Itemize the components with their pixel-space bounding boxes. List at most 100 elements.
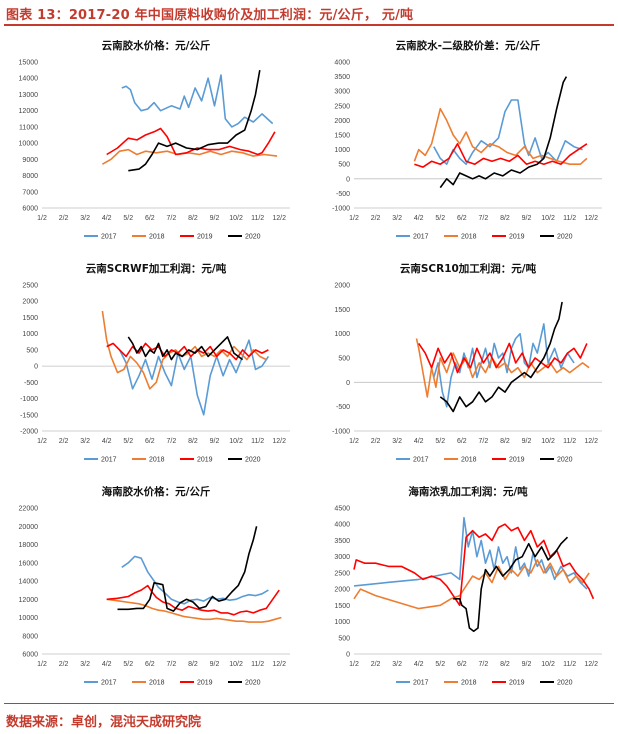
source-note: 数据来源：卓创，混沌天成研究院: [6, 715, 202, 730]
chart-hainan-latex-price: 海南胶水价格：元/公斤 6000 8000 10000 12000 14000 16000 1…: [19, 485, 290, 687]
x-tick-label: 8/2: [188, 215, 198, 222]
y-tick-label: 22000: [19, 506, 39, 513]
x-tick-label: 6/2: [457, 438, 467, 445]
x-tick-label: 12/2: [584, 661, 598, 668]
series-line-2018: [106, 598, 282, 623]
x-tick-label: 3/2: [392, 215, 402, 222]
x-tick-label: 8/2: [188, 661, 198, 668]
x-tick-label: 11/2: [563, 215, 576, 222]
y-tick-label: 3500: [334, 74, 350, 81]
x-tick-label: 7/2: [167, 438, 177, 445]
x-tick-label: 6/2: [145, 661, 155, 668]
x-tick-label: 2/2: [59, 661, 69, 668]
series-line-2018: [353, 559, 590, 610]
y-tick-label: 14000: [19, 579, 39, 586]
y-tick-label: 3000: [334, 89, 350, 96]
y-tick-label: -1000: [332, 206, 350, 213]
x-tick-label: 12/2: [272, 438, 286, 445]
x-tick-label: 2/2: [59, 215, 69, 222]
series-line-2020: [128, 69, 261, 172]
legend-label-2017: 2017: [101, 680, 117, 687]
y-tick-label: 2500: [334, 570, 350, 577]
x-tick-label: 5/2: [435, 438, 445, 445]
y-tick-label: -500: [24, 380, 38, 387]
x-tick-label: 10/2: [229, 661, 243, 668]
y-tick-label: 18000: [19, 542, 39, 549]
y-tick-label: 1000: [334, 147, 350, 154]
series-line-2019: [106, 584, 280, 616]
chart-panel-yunnan-latex-price: 云南胶水价格：元/公斤 6000 7000 8000 9000 10000 11000 120…: [6, 34, 296, 256]
x-tick-label: 4/2: [414, 661, 424, 668]
x-tick-label: 5/2: [123, 438, 133, 445]
x-tick-label: 9/2: [210, 438, 220, 445]
x-tick-label: 4/2: [102, 438, 112, 445]
x-tick-label: 11/2: [563, 438, 576, 445]
x-tick-label: 12/2: [272, 661, 286, 668]
x-tick-label: 2/2: [371, 438, 381, 445]
x-tick-label: 8/2: [500, 215, 510, 222]
y-tick-label: -2000: [20, 429, 38, 436]
y-tick-label: 500: [338, 162, 350, 169]
y-tick-label: 16000: [19, 560, 39, 567]
y-tick-label: 20000: [19, 524, 39, 531]
series-line-2017: [118, 339, 270, 416]
y-tick-label: 0: [346, 380, 350, 387]
x-tick-label: 5/2: [435, 661, 445, 668]
series-line-2019: [353, 523, 595, 607]
figure-title: 图表 13：2017-20 年中国原料收购价及加工利润：元/公斤， 元/吨: [6, 8, 414, 23]
x-tick-label: 3/2: [80, 661, 90, 668]
x-tick-label: 8/2: [500, 438, 510, 445]
y-tick-label: 10000: [19, 141, 39, 148]
y-tick-label: -500: [336, 191, 350, 198]
x-tick-label: 6/2: [145, 215, 155, 222]
x-tick-label: 7/2: [479, 661, 489, 668]
chart-panel-yunnan-scr10-profit: 云南SCR10加工利润：元/吨 -1000 -500 0 500 1000 1500 2000…: [318, 257, 608, 479]
x-tick-label: 12/2: [584, 215, 598, 222]
y-tick-label: 1500: [334, 133, 350, 140]
y-tick-label: -1500: [20, 412, 38, 419]
y-tick-label: 4500: [334, 506, 350, 513]
legend-label-2017: 2017: [413, 680, 429, 687]
y-tick-label: 6000: [22, 206, 38, 213]
legend-label-2019: 2019: [197, 234, 213, 241]
y-tick-label: 10000: [19, 615, 39, 622]
y-tick-label: 1500: [334, 603, 350, 610]
y-tick-label: 6000: [22, 652, 38, 659]
series-line-2017: [121, 555, 269, 605]
y-tick-label: 4000: [334, 60, 350, 67]
legend-label-2019: 2019: [197, 457, 213, 464]
y-tick-label: 2000: [334, 283, 350, 290]
chart-hainan-concentrate-profit: 海南浓乳加工利润：元/吨 0 500 1000 1500 2000 2500 3000 3500…: [334, 485, 602, 687]
chart-panel-hainan-latex-price: 海南胶水价格：元/公斤 6000 8000 10000 12000 14000 16000 1…: [6, 480, 296, 702]
legend-label-2018: 2018: [461, 680, 477, 687]
x-tick-label: 8/2: [500, 661, 510, 668]
y-tick-label: 2000: [334, 587, 350, 594]
y-tick-label: 1500: [334, 307, 350, 314]
chart-title: 云南SCR10加工利润：元/吨: [400, 262, 537, 275]
chart-yunnan-latex-price: 云南胶水价格：元/公斤 6000 7000 8000 9000 10000 11000 120…: [19, 39, 290, 241]
x-tick-label: 9/2: [522, 215, 532, 222]
x-tick-label: 9/2: [210, 215, 220, 222]
x-tick-label: 4/2: [102, 661, 112, 668]
legend-label-2018: 2018: [461, 457, 477, 464]
x-tick-label: 12/2: [272, 215, 286, 222]
y-tick-label: 1000: [334, 619, 350, 626]
y-tick-label: 1000: [22, 331, 38, 338]
x-tick-label: 11/2: [251, 661, 264, 668]
x-tick-label: 7/2: [479, 438, 489, 445]
legend-label-2019: 2019: [509, 234, 525, 241]
x-tick-label: 6/2: [145, 438, 155, 445]
legend-label-2020: 2020: [557, 680, 573, 687]
legend-label-2017: 2017: [413, 234, 429, 241]
x-tick-label: 7/2: [167, 215, 177, 222]
x-tick-label: 7/2: [479, 215, 489, 222]
legend-label-2019: 2019: [197, 680, 213, 687]
y-tick-label: 9000: [22, 157, 38, 164]
y-tick-label: 1000: [334, 331, 350, 338]
x-tick-label: 10/2: [229, 215, 243, 222]
x-tick-label: 10/2: [229, 438, 243, 445]
y-tick-label: 15000: [19, 60, 39, 67]
x-tick-label: 12/2: [584, 438, 598, 445]
bottom-rule: [4, 703, 614, 704]
x-tick-label: 4/2: [414, 438, 424, 445]
